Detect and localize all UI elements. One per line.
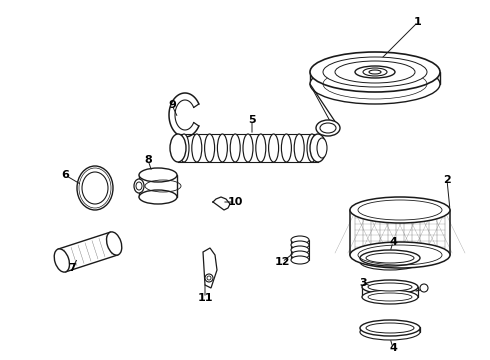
Ellipse shape bbox=[82, 172, 108, 204]
Ellipse shape bbox=[310, 134, 326, 162]
Text: 2: 2 bbox=[443, 175, 451, 185]
Ellipse shape bbox=[291, 236, 309, 244]
Ellipse shape bbox=[77, 166, 113, 210]
Ellipse shape bbox=[362, 280, 418, 294]
Polygon shape bbox=[203, 248, 217, 288]
Ellipse shape bbox=[139, 190, 177, 204]
Ellipse shape bbox=[317, 138, 327, 158]
Ellipse shape bbox=[310, 64, 440, 104]
Ellipse shape bbox=[307, 134, 317, 162]
Ellipse shape bbox=[366, 323, 414, 333]
Ellipse shape bbox=[355, 66, 395, 78]
Ellipse shape bbox=[360, 324, 420, 340]
Ellipse shape bbox=[291, 246, 309, 254]
Ellipse shape bbox=[335, 61, 415, 83]
Ellipse shape bbox=[363, 68, 387, 76]
Ellipse shape bbox=[269, 134, 279, 162]
Ellipse shape bbox=[179, 134, 189, 162]
Ellipse shape bbox=[134, 179, 144, 193]
Ellipse shape bbox=[366, 253, 414, 263]
Ellipse shape bbox=[350, 242, 450, 268]
Text: 12: 12 bbox=[274, 257, 290, 267]
Ellipse shape bbox=[294, 134, 304, 162]
Text: 10: 10 bbox=[227, 197, 243, 207]
Ellipse shape bbox=[350, 197, 450, 223]
Ellipse shape bbox=[291, 241, 309, 249]
Circle shape bbox=[420, 284, 428, 292]
Text: 4: 4 bbox=[389, 343, 397, 353]
Ellipse shape bbox=[291, 256, 309, 264]
Ellipse shape bbox=[243, 134, 253, 162]
Ellipse shape bbox=[205, 134, 215, 162]
Text: 9: 9 bbox=[168, 100, 176, 110]
Text: 4: 4 bbox=[389, 237, 397, 247]
Ellipse shape bbox=[136, 182, 142, 190]
Ellipse shape bbox=[360, 320, 420, 336]
Text: 5: 5 bbox=[248, 115, 256, 125]
Ellipse shape bbox=[170, 134, 186, 162]
Text: 11: 11 bbox=[197, 293, 213, 303]
Ellipse shape bbox=[54, 249, 70, 272]
Ellipse shape bbox=[281, 134, 292, 162]
Ellipse shape bbox=[316, 120, 340, 136]
Ellipse shape bbox=[106, 232, 122, 255]
Ellipse shape bbox=[360, 254, 420, 270]
Ellipse shape bbox=[368, 283, 412, 291]
Circle shape bbox=[205, 274, 213, 282]
Ellipse shape bbox=[230, 134, 240, 162]
Text: 7: 7 bbox=[68, 263, 76, 273]
Ellipse shape bbox=[139, 168, 177, 182]
Ellipse shape bbox=[369, 70, 381, 74]
Ellipse shape bbox=[320, 123, 336, 133]
Ellipse shape bbox=[362, 290, 418, 304]
Ellipse shape bbox=[310, 52, 440, 92]
Text: 3: 3 bbox=[359, 278, 367, 288]
Ellipse shape bbox=[218, 134, 227, 162]
Text: 6: 6 bbox=[61, 170, 69, 180]
Circle shape bbox=[207, 276, 211, 280]
Ellipse shape bbox=[192, 134, 202, 162]
Text: 8: 8 bbox=[144, 155, 152, 165]
Ellipse shape bbox=[368, 293, 412, 301]
Ellipse shape bbox=[256, 134, 266, 162]
Ellipse shape bbox=[291, 251, 309, 259]
Ellipse shape bbox=[360, 250, 420, 266]
Text: 1: 1 bbox=[414, 17, 422, 27]
Ellipse shape bbox=[323, 57, 427, 87]
